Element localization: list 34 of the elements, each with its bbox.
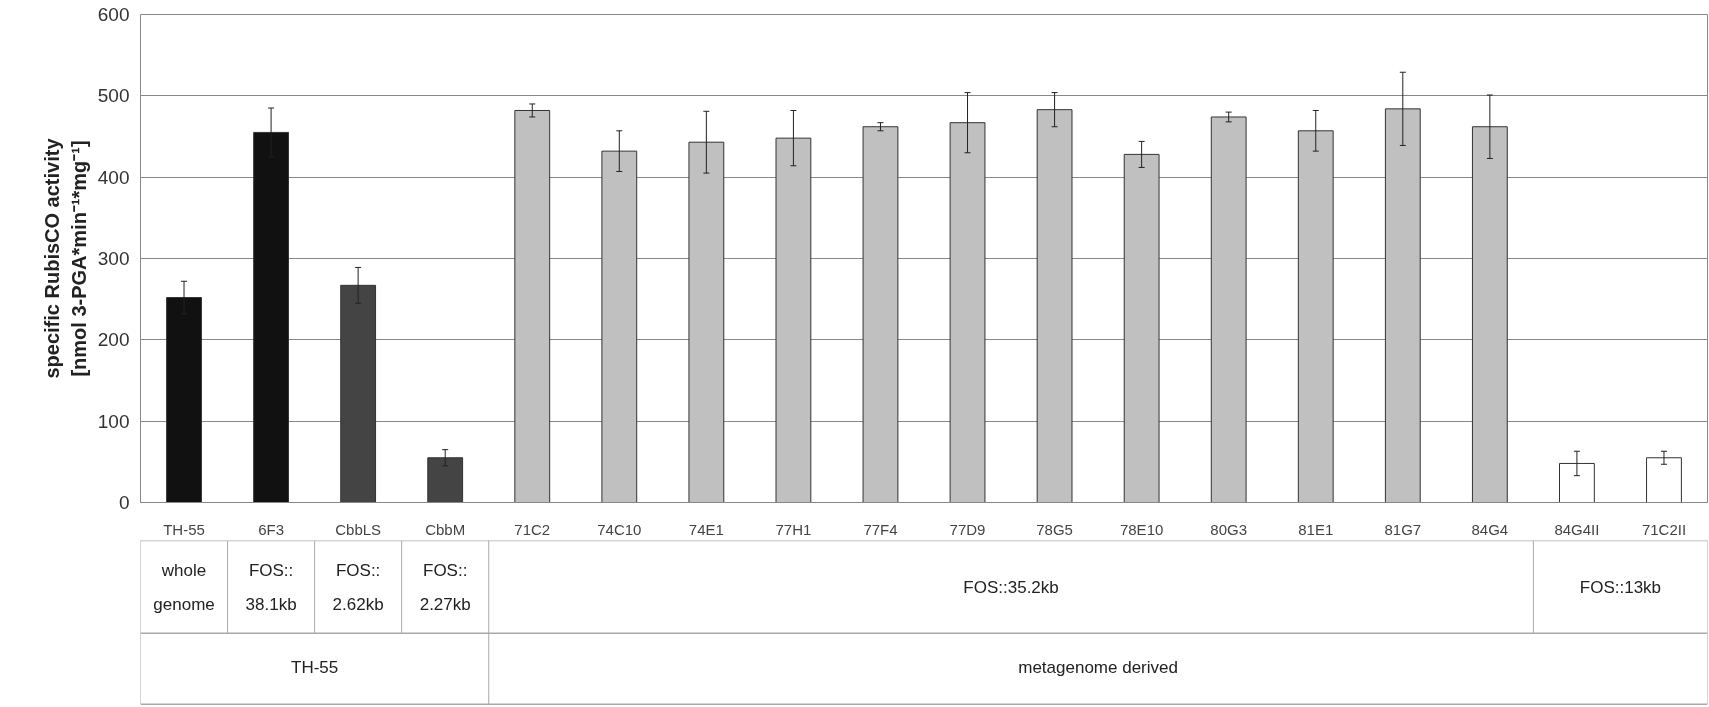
text: TH-55: [291, 658, 339, 678]
text: FOS:: 2.62kb: [332, 560, 384, 614]
x-tick-label: CbbLS: [335, 520, 382, 538]
x-tick-label: 77H1: [775, 520, 812, 538]
x-tick-label: 78G5: [1036, 520, 1073, 538]
text: metagenome derived: [1018, 658, 1178, 678]
text: FOS::35.2kb: [963, 577, 1059, 597]
text: FOS::13kb: [1579, 577, 1662, 597]
x-tick-label: 84G4: [1471, 520, 1509, 538]
x-tick-label: 71C2: [514, 520, 551, 538]
text: FOS:: 2.27kb: [419, 560, 471, 614]
x-tick-label: 6F3: [258, 520, 285, 538]
x-tick-label: 78E10: [1119, 520, 1164, 538]
x-tick-label: 77D9: [949, 520, 986, 538]
y-tick-label: 600: [97, 4, 130, 25]
text: FOS:: 38.1kb: [245, 560, 297, 614]
x-tick-label: 81E1: [1298, 520, 1334, 538]
x-tick-label: 80G3: [1210, 520, 1248, 538]
y-tick-label: 400: [97, 166, 130, 188]
y-tick-label: 100: [97, 410, 130, 432]
y-tick-label: 500: [97, 85, 130, 107]
text: whole genome: [153, 560, 215, 614]
y-tick-label: 200: [97, 329, 130, 351]
x-tick-label: 84G4II: [1554, 520, 1600, 538]
y-tick-label: 300: [97, 248, 130, 269]
x-tick-label: 77F4: [863, 520, 898, 538]
x-tick-label: CbbM: [425, 520, 466, 538]
x-tick-label: 81G7: [1384, 520, 1422, 538]
y-axis-title: specific RubisCO activity [nmol 3-PGA*min⁻¹*mg⁻¹]: [41, 137, 90, 379]
x-tick-label: TH-55: [163, 520, 205, 538]
y-tick-label: 0: [118, 492, 130, 513]
x-tick-label: 74C10: [597, 520, 642, 538]
x-tick-label: 74E1: [688, 520, 724, 538]
x-tick-label: 71C2II: [1641, 520, 1687, 538]
